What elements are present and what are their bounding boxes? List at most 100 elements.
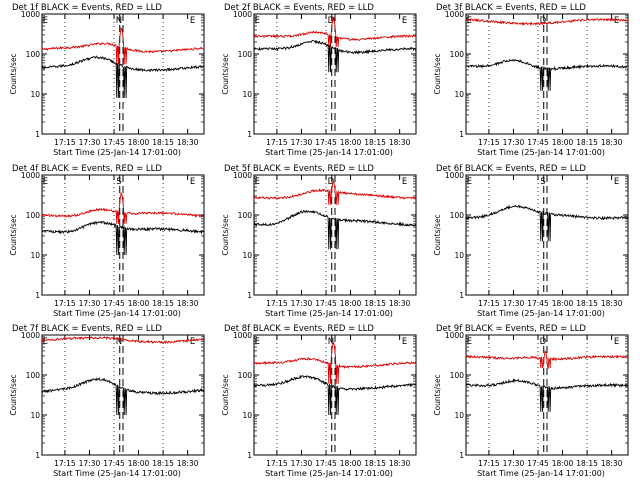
series-line-lld [41, 335, 204, 345]
x-tick-label: 17:45 [315, 299, 337, 308]
event-marker-label: E [402, 177, 407, 187]
x-tick-label: 17:30 [291, 459, 313, 468]
y-axis-label: Counts/sec [433, 214, 442, 255]
x-tick-label: 17:15 [266, 299, 288, 308]
chart-panel-5: Det 5f BLACK = Events, RED = LLD 1 10 100 10… [221, 164, 417, 318]
y-tick-label: 10 [30, 90, 40, 99]
x-axis-label: Start Time (25-Jan-14 17:01:00) [477, 309, 605, 318]
event-marker-label: S [116, 177, 121, 187]
x-tick-label: 18:15 [576, 299, 598, 308]
y-tick-label: 10 [30, 411, 40, 420]
y-tick-label: 1000 [445, 10, 464, 19]
series-line-lld [253, 341, 417, 384]
y-axis-label: Counts/sec [9, 374, 18, 415]
series-line-lld [466, 17, 629, 27]
event-marker-label: E [43, 16, 48, 26]
chart-title: Det 3f BLACK = Events, RED = LLD [436, 3, 586, 13]
y-tick-label: 1 [35, 130, 40, 139]
x-tick-label: 18:30 [389, 299, 411, 308]
event-marker-label: S [540, 177, 545, 187]
y-tick-label: 10 [242, 90, 252, 99]
event-marker-label: N [116, 16, 122, 26]
event-marker-label: D [328, 16, 335, 26]
y-tick-label: 1 [459, 130, 464, 139]
y-tick-label: 1 [35, 291, 40, 300]
event-marker-label: D [540, 337, 547, 347]
x-tick-label: 17:45 [315, 459, 337, 468]
series-line-events [465, 378, 629, 412]
x-tick-label: 17:30 [291, 138, 313, 147]
y-tick-label: 100 [26, 50, 41, 59]
chart-panel-7: Det 7f BLACK = Events, RED = LLD 1 10 100 10… [9, 324, 205, 478]
chart-title: Det 9f BLACK = Events, RED = LLD [436, 324, 586, 334]
y-tick-label: 1000 [233, 331, 252, 340]
x-tick-label: 18:30 [389, 138, 411, 147]
x-tick-label: 18:30 [601, 299, 623, 308]
y-axis-label: Counts/sec [221, 53, 230, 94]
x-axis-label: Start Time (25-Jan-14 17:01:00) [477, 469, 605, 478]
x-tick-label: 18:00 [128, 299, 150, 308]
chart-title: Det 5f BLACK = Events, RED = LLD [224, 164, 374, 174]
series-line-events [465, 59, 629, 91]
event-marker-label: N [116, 337, 122, 347]
x-tick-label: 18:15 [364, 459, 386, 468]
x-tick-label: 17:45 [527, 459, 549, 468]
x-tick-label: 18:00 [340, 138, 362, 147]
x-axis-label: Start Time (25-Jan-14 17:01:00) [265, 148, 393, 157]
event-marker-label: D [540, 16, 547, 26]
y-axis-label: Counts/sec [221, 374, 230, 415]
x-tick-label: 18:00 [128, 138, 150, 147]
y-tick-label: 100 [450, 371, 465, 380]
event-marker-label: E [255, 337, 260, 347]
x-axis-label: Start Time (25-Jan-14 17:01:00) [477, 148, 605, 157]
x-tick-label: 18:30 [177, 459, 199, 468]
y-tick-label: 1000 [445, 171, 464, 180]
x-tick-label: 18:15 [364, 138, 386, 147]
x-axis-label: Start Time (25-Jan-14 17:01:00) [53, 309, 181, 318]
x-tick-label: 17:45 [527, 138, 549, 147]
x-tick-label: 18:15 [152, 299, 174, 308]
x-tick-label: 18:30 [177, 138, 199, 147]
x-tick-label: 17:15 [54, 138, 76, 147]
event-marker-label: D [328, 177, 335, 187]
event-marker-label: E [614, 177, 619, 187]
event-marker-label: E [190, 337, 195, 347]
x-tick-label: 17:45 [103, 138, 125, 147]
y-axis-label: Counts/sec [433, 53, 442, 94]
x-tick-label: 18:15 [576, 138, 598, 147]
x-tick-label: 18:15 [576, 459, 598, 468]
chart-title: Det 7f BLACK = Events, RED = LLD [12, 324, 162, 334]
y-axis-label: Counts/sec [9, 214, 18, 255]
x-tick-label: 17:30 [503, 138, 525, 147]
x-tick-label: 17:15 [54, 299, 76, 308]
event-marker-label: E [402, 16, 407, 26]
x-axis-label: Start Time (25-Jan-14 17:01:00) [53, 469, 181, 478]
event-marker-label: E [402, 337, 407, 347]
event-marker-label: E [614, 337, 619, 347]
y-tick-label: 1 [35, 451, 40, 460]
x-tick-label: 17:30 [503, 459, 525, 468]
x-tick-label: 17:15 [54, 459, 76, 468]
series-line-lld [41, 191, 205, 224]
chart-panel-9: Det 9f BLACK = Events, RED = LLD 1 10 100 10… [433, 324, 629, 478]
chart-title: Det 4f BLACK = Events, RED = LLD [12, 164, 162, 174]
x-tick-label: 18:15 [364, 299, 386, 308]
x-tick-label: 17:15 [478, 138, 500, 147]
y-tick-label: 1000 [233, 10, 252, 19]
y-axis-label: Counts/sec [221, 214, 230, 255]
x-tick-label: 18:00 [128, 459, 150, 468]
series-line-events [253, 374, 417, 416]
x-tick-label: 18:00 [340, 459, 362, 468]
y-tick-label: 100 [450, 50, 465, 59]
event-marker-label: E [43, 177, 48, 187]
y-tick-label: 1000 [21, 10, 40, 19]
y-tick-label: 1 [459, 291, 464, 300]
x-tick-label: 17:30 [79, 138, 101, 147]
x-tick-label: 17:15 [478, 459, 500, 468]
event-marker-label: E [614, 16, 619, 26]
y-tick-label: 100 [238, 371, 253, 380]
y-tick-label: 100 [238, 211, 253, 220]
event-marker-label: E [467, 337, 472, 347]
x-tick-label: 18:30 [601, 138, 623, 147]
